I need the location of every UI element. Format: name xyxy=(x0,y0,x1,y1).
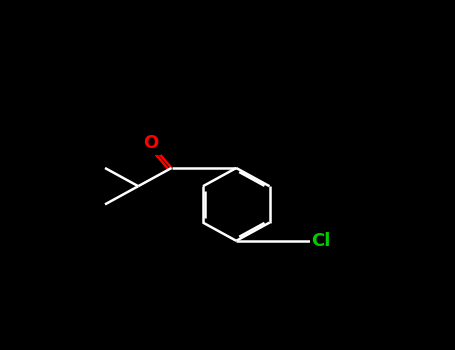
Text: Cl: Cl xyxy=(312,232,331,250)
Text: O: O xyxy=(143,134,158,153)
